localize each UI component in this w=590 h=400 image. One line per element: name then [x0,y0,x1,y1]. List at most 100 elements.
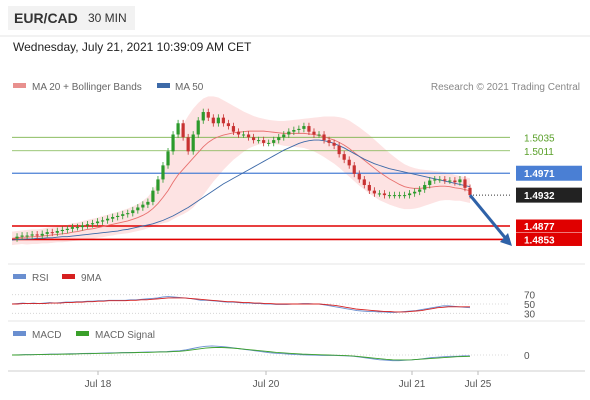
level-label-bg-support [516,232,582,246]
candle-body [408,193,412,196]
candle-body [136,207,140,211]
candle-body [85,224,90,226]
candle-body [352,165,356,174]
candle-body [287,131,291,135]
macd-panel: 0 [11,345,530,362]
candle-body [80,225,85,228]
candle-body [106,218,110,221]
level-label-bg-pivot [516,165,582,181]
rsi-tick-label: 30 [524,309,536,320]
candle-body [418,189,422,192]
candle-body [60,229,64,232]
candle-body [15,236,19,239]
chart-header: EUR/CAD 30 MIN [0,0,590,38]
candle-body [226,123,231,127]
candle-body [30,234,34,236]
legend-9ma-swatch [62,274,75,279]
rsi-tick-label: 50 [524,300,536,311]
candle-body [443,179,447,181]
forecast-arrow [468,194,512,246]
candle-body [272,140,276,143]
timeframe-button[interactable]: 30 MIN [80,6,135,30]
rsi-9ma-line [12,297,470,313]
candle-body [75,227,80,229]
candle-body [267,142,271,144]
candle-body [337,145,341,155]
candle-body [317,134,321,136]
candle-body [372,190,376,194]
candle-body [176,123,180,135]
candle-body [121,214,125,216]
candle-body [307,126,311,132]
macd-signal-line [12,346,471,361]
time-tick-label: Jul 25 [465,379,492,390]
legend-macd-signal-swatch [76,331,89,336]
candle-body [20,235,24,237]
candle-body [423,185,427,190]
candle-body [332,142,336,146]
time-tick-label: Jul 18 [85,379,112,390]
level-label-bg-last [516,187,582,203]
candle-body [458,179,462,183]
legend-ma50-swatch [157,83,170,88]
candle-body [146,201,150,205]
bollinger-band [12,96,470,246]
candle-body [428,180,432,186]
candle-body [221,117,225,124]
candle-body [297,128,301,130]
candle-body [262,140,266,143]
candle-body [211,117,215,124]
level-label-support: 1.4877 [524,222,555,233]
candle-body [126,213,130,215]
candle-body [382,193,387,196]
candle-body [448,180,452,182]
candle-body [161,165,165,180]
candle-body [236,131,241,135]
ma50-line [11,139,471,241]
price-levels [12,136,510,241]
currency-pair-label: EUR/CAD [8,6,84,30]
candle-body [347,159,351,166]
bollinger-band-area [12,96,470,246]
candle-body [357,173,361,180]
candle-body [231,126,236,132]
candle-body [312,131,316,135]
candle-body [302,126,306,129]
level-label-resistance: 1.5011 [524,147,554,158]
candle-body [25,235,29,237]
candle-body [392,195,397,197]
candle-body [463,179,467,188]
legend-ma50-label: MA 50 [175,82,204,93]
legend-ma20-label: MA 20 + Bollinger Bands [32,82,142,93]
macd-tick-label: 0 [524,351,530,362]
level-labels: 1.5035 1.5011 1.4971 1.4932 1.4877 1.4853 [516,133,582,246]
level-label-bg-support [516,219,582,233]
candle-body [171,134,175,152]
level-label-resistance: 1.5035 [524,133,555,144]
level-label-last: 1.4932 [524,191,555,202]
candle-body [387,195,392,197]
legend-9ma-label: 9MA [81,273,102,284]
rsi-line [11,296,471,313]
candle-body [327,140,331,143]
forecast-arrow-head [500,233,512,246]
level-label-support: 1.4853 [524,235,555,246]
legend-macd-swatch [13,331,26,336]
time-axis: Jul 18 Jul 20 Jul 21 Jul 25 [85,371,492,390]
candle-body [141,204,145,208]
candle-body [186,137,190,152]
candle-body [251,137,256,141]
candle-body [241,134,246,136]
candle-body [181,123,185,138]
candle-body [151,190,155,202]
time-tick-label: Jul 21 [399,379,426,390]
time-tick-label: Jul 20 [253,379,280,390]
candle-body [433,179,437,181]
candle-body [216,117,220,124]
ma20-line [11,130,471,239]
candle-body [453,180,457,183]
candle-body [322,134,326,141]
